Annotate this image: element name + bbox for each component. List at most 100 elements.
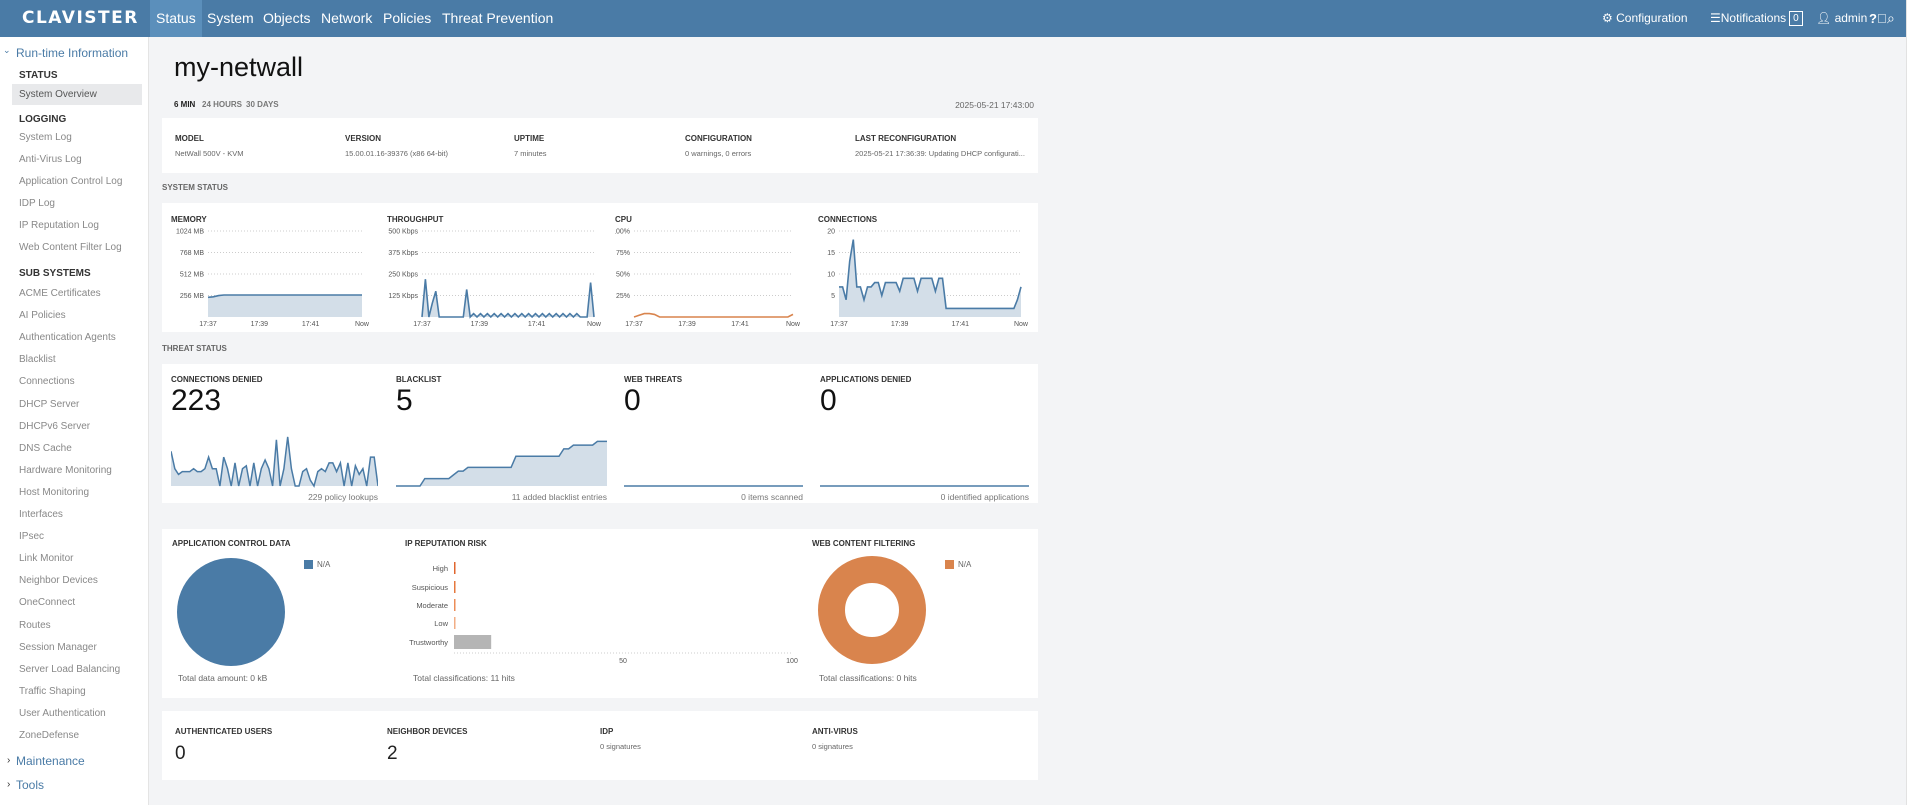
sidebar-section-maintenance[interactable]: Maintenance [16,754,85,768]
sidebar-item-system-overview[interactable]: System Overview [12,84,142,105]
sidebar-section-runtime[interactable]: Run-time Information [16,46,129,60]
pie-slice-n-a [177,558,285,666]
user-menu[interactable]: 👤︎ admin [1816,0,1867,37]
y-tick-label: 125 Kbps [388,293,418,300]
sidebar-group-logging: LOGGING [19,114,67,125]
sidebar-item-authentication-agents[interactable]: Authentication Agents [19,332,116,344]
appsdenied-sparkline [820,485,1029,487]
sidebar-item-interfaces[interactable]: Interfaces [19,509,63,520]
info-value: 15.00.01.16-39376 (x86 64-bit) [345,149,448,158]
chevron-right-icon: › [7,755,11,766]
threat-label: WEB THREATS [624,375,683,384]
authenticated-users-label: AUTHENTICATED USERS [175,727,273,736]
sidebar-item-server-load-balancing[interactable]: Server Load Balancing [19,663,121,675]
search-icon[interactable]: ⌕ [1887,10,1895,26]
configuration-button[interactable]: ⚙ Configuration [1602,0,1688,37]
info-value: 7 minutes [514,149,547,158]
notifications-label: Notifications [1720,11,1787,25]
sidebar-item-ipsec[interactable]: IPsec [19,531,45,543]
sidebar-item-blacklist[interactable]: Blacklist [19,354,56,366]
cpu-chart-title: CPU [615,215,632,224]
denied-line [171,436,378,488]
user-icon: 👤︎ [1816,11,1832,25]
denied-sparkline [171,436,378,488]
y-tick-label: 768 MB [180,250,204,257]
idp-signatures: 0 signatures [600,742,641,751]
sidebar-item-neighbor-devices[interactable]: Neighbor Devices [19,575,98,587]
anti-virus-signatures: 0 signatures [812,742,853,751]
sidebar-item-host-monitoring[interactable]: Host Monitoring [19,486,90,498]
nav-network[interactable]: Network [321,10,373,26]
page-title: my-netwall [174,52,304,82]
app-control-legend: N/A [317,560,331,569]
neighbor-devices-value: 2 [387,743,398,764]
sidebar-item-ip-reputation-log[interactable]: IP Reputation Log [19,220,99,231]
sidebar-item-idp-log[interactable]: IDP Log [19,198,55,209]
sidebar-group-subsystems: SUB SYSTEMS [19,268,91,279]
range-6min[interactable]: 6 MIN [174,100,196,109]
info-label: CONFIGURATION [685,134,752,143]
configuration-label: Configuration [1616,11,1688,25]
sidebar-item-dns-cache[interactable]: DNS Cache [19,442,72,454]
authenticated-users-value: 0 [175,743,186,764]
threat-value: 0 [820,384,837,417]
throughput-chart-title: THROUGHPUT [387,215,444,224]
bar-low [454,617,456,629]
sidebar-item-hardware-monitoring[interactable]: Hardware Monitoring [19,464,112,476]
sidebar-item-link-monitor[interactable]: Link Monitor [19,553,74,565]
timestamp: 2025-05-21 17:43:00 [955,100,1034,110]
sidebar-item-oneconnect[interactable]: OneConnect [19,597,76,609]
sidebar-item-acme-certificates[interactable]: ACME Certificates [19,288,101,299]
sidebar-item-application-control-log[interactable]: Application Control Log [19,176,123,187]
threat-label: APPLICATIONS DENIED [820,375,912,384]
sidebar-item-system-log[interactable]: System Log [19,132,72,143]
bar-category-label: Suspicious [412,583,449,592]
sidebar-section-tools[interactable]: Tools [16,778,45,792]
range-30days[interactable]: 30 DAYS [246,100,279,109]
x-tick-label: 17:37 [830,321,848,328]
y-tick-label: 250 Kbps [388,272,418,279]
nav-policies[interactable]: Policies [383,10,432,26]
blacklist-line [396,440,607,487]
sidebar-item-session-manager[interactable]: Session Manager [19,641,97,653]
sidebar-item-traffic-shaping[interactable]: Traffic Shaping [19,685,86,697]
sidebar-item-ai-policies[interactable]: AI Policies [19,310,66,322]
connections-line [839,239,1022,310]
y-tick-label: 20 [827,229,835,236]
x-tick-label: 17:39 [251,321,269,328]
bar-suspicious [454,581,456,593]
sidebar-item-web-content-filter-log[interactable]: Web Content Filter Log [19,242,122,253]
scrollbar[interactable] [1906,0,1920,805]
notifications-button[interactable]: ☰Notifications 0 [1710,0,1803,37]
sidebar-item-dhcp-server[interactable]: DHCP Server [19,398,80,410]
x-tick-label: 17:41 [302,321,320,328]
threat-footer: 229 policy lookups [308,492,378,502]
nav-system[interactable]: System [207,10,254,26]
y-tick-label: 25% [616,293,630,300]
nav-status[interactable]: Status [150,0,202,37]
web-content-footer: Total classifications: 0 hits [819,673,917,683]
app-control-footer: Total data amount: 0 kB [178,673,268,683]
top-navigation-bar: CLAVISTER Status System Objects Network … [0,0,1906,37]
info-label: VERSION [345,134,382,143]
sidebar-item-user-authentication[interactable]: User Authentication [19,707,106,719]
sidebar-item-routes[interactable]: Routes [19,619,51,631]
nav-threat-prevention[interactable]: Threat Prevention [442,10,554,26]
x-tick-label: Now [587,321,602,328]
sidebar-item-zonedefense[interactable]: ZoneDefense [19,730,80,741]
legend-swatch [304,560,313,569]
help-icon[interactable]: ?⃝ [1869,11,1887,26]
sidebar-item-anti-virus-log[interactable]: Anti-Virus Log [19,154,82,165]
threat-label: CONNECTIONS DENIED [171,375,263,384]
y-tick-label: 512 MB [180,272,204,279]
menu-icon: ☰ [1710,11,1721,25]
system-status-card: MEMORY 256 MB 512 MB 768 MB 1024 MB 17:37 17:3… [162,203,1038,332]
threat-value: 5 [396,384,413,417]
connections-chart: 5 10 15 20 17:37 17:39 17:41 Now [827,229,1028,329]
bar-category-label: Moderate [416,601,448,610]
sidebar-item-dhcpv6-server[interactable]: DHCPv6 Server [19,420,91,432]
range-24hours[interactable]: 24 HOURS [202,100,243,109]
nav-objects[interactable]: Objects [263,10,311,26]
y-tick-label: 500 Kbps [388,229,418,236]
sidebar-item-connections[interactable]: Connections [19,376,75,388]
